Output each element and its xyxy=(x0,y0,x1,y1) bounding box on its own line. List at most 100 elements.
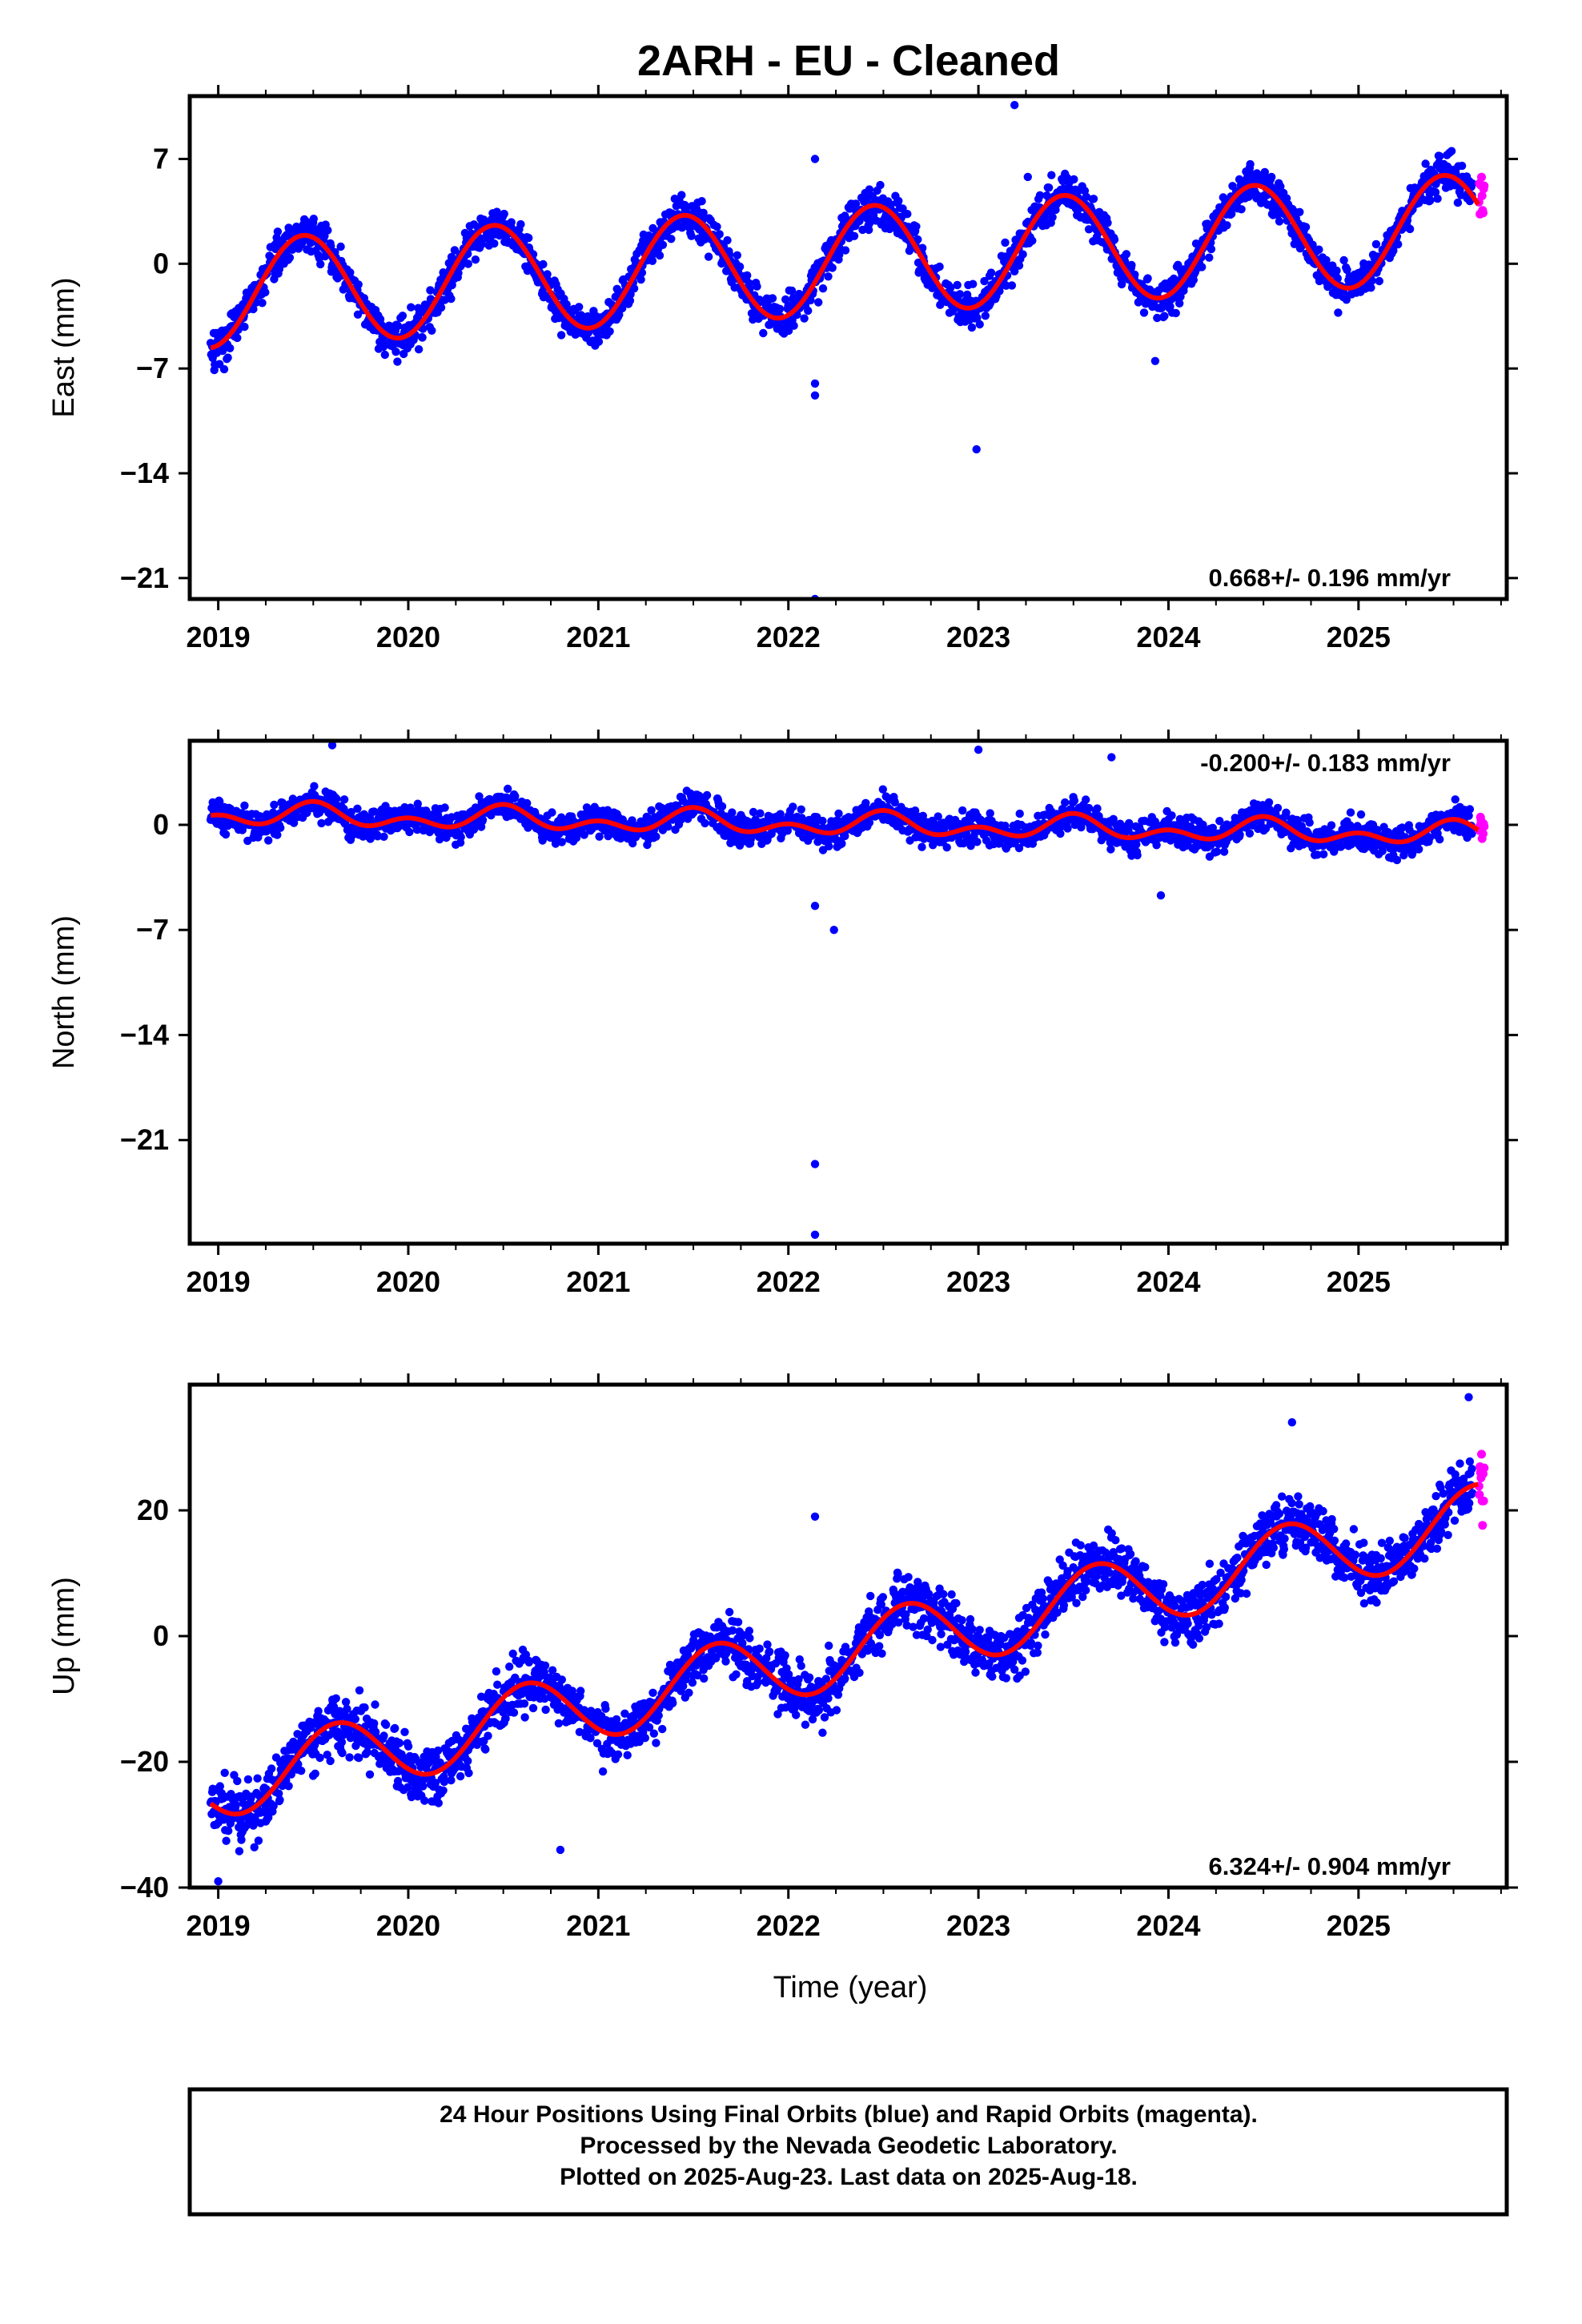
final-orbit-point xyxy=(759,328,768,338)
final-orbit-point xyxy=(221,830,231,839)
final-orbit-point xyxy=(231,1802,240,1811)
final-orbit-point xyxy=(973,313,982,323)
final-orbit-point xyxy=(1035,191,1045,200)
final-orbit-point xyxy=(1267,172,1276,182)
outlier-point xyxy=(327,741,337,750)
final-orbit-point xyxy=(407,303,416,312)
final-orbit-point xyxy=(418,333,427,342)
final-orbit-point xyxy=(648,256,657,265)
panel-east: 2019 2020 2021 2022 2023 2024 202570−7−14−21Ea… xyxy=(47,85,1518,653)
final-orbit-point xyxy=(702,790,712,800)
outlier-point xyxy=(829,926,838,935)
final-orbit-point xyxy=(309,215,318,223)
final-orbit-point xyxy=(1367,276,1376,285)
final-orbit-point xyxy=(1327,821,1336,830)
final-orbit-point xyxy=(447,294,456,304)
final-orbit-point xyxy=(787,286,797,296)
final-orbit-point xyxy=(861,798,870,807)
final-orbit-point xyxy=(1063,824,1072,833)
final-orbit-point xyxy=(894,196,903,206)
final-orbit-point xyxy=(594,337,604,346)
final-orbit-point xyxy=(903,210,912,219)
final-orbit-point xyxy=(523,798,532,808)
outlier-point xyxy=(810,1160,820,1168)
final-orbit-point xyxy=(1070,175,1078,184)
final-orbit-point xyxy=(220,1768,229,1777)
final-orbit-point xyxy=(1245,829,1255,838)
final-orbit-point xyxy=(219,364,229,374)
outlier-point xyxy=(972,444,981,454)
final-orbit-point xyxy=(1132,840,1141,849)
final-orbit-point xyxy=(604,831,612,841)
final-orbit-point xyxy=(323,226,332,235)
final-orbit-point xyxy=(1160,312,1169,320)
final-orbit-point xyxy=(1205,253,1214,262)
final-orbit-point xyxy=(768,294,777,303)
final-orbit-point xyxy=(1018,250,1027,259)
velocity-label: 0.668+/- 0.196 mm/yr xyxy=(1209,564,1451,592)
final-orbit-point xyxy=(942,843,951,852)
final-orbit-point xyxy=(1275,217,1284,226)
final-orbit-point xyxy=(704,252,713,261)
final-orbit-point xyxy=(215,797,224,806)
final-orbit-point xyxy=(673,801,682,810)
x-tick-label: 2022 xyxy=(757,621,821,653)
rapid-orbit-point xyxy=(1477,172,1486,182)
final-orbit-point xyxy=(276,823,285,832)
final-orbit-point xyxy=(735,262,745,271)
final-orbit-point xyxy=(776,810,785,818)
final-orbit-point xyxy=(715,230,724,239)
y-tick-label: −7 xyxy=(136,913,169,946)
final-orbit-point xyxy=(1464,811,1473,820)
final-orbit-point xyxy=(557,838,566,846)
final-orbit-point xyxy=(1468,179,1477,188)
final-orbit-point xyxy=(628,816,636,825)
final-orbit-point xyxy=(1125,818,1134,828)
final-orbit-point xyxy=(275,1795,284,1804)
final-orbit-point xyxy=(1435,151,1444,161)
final-orbit-point xyxy=(733,251,741,259)
final-orbit-point xyxy=(841,246,850,255)
final-orbit-point xyxy=(524,233,533,243)
final-orbit-point xyxy=(393,321,403,331)
final-orbit-point xyxy=(865,225,873,235)
final-orbit-point xyxy=(250,1843,259,1852)
final-orbit-point xyxy=(913,235,922,244)
final-orbit-point xyxy=(405,827,414,837)
final-orbit-point xyxy=(687,231,696,240)
final-orbit-point xyxy=(865,185,874,194)
final-orbit-point xyxy=(664,822,673,831)
final-orbit-point xyxy=(580,830,588,839)
final-orbit-point xyxy=(637,268,647,277)
model-fit-line xyxy=(210,173,1480,351)
final-orbit-point xyxy=(1044,183,1054,192)
final-orbit-point xyxy=(1133,850,1142,860)
outlier-point xyxy=(1023,172,1033,182)
final-orbit-point xyxy=(629,284,639,293)
y-tick-label: 7 xyxy=(153,143,169,175)
final-orbit-point xyxy=(912,222,921,231)
final-orbit-point xyxy=(1392,855,1402,865)
plot-frame xyxy=(187,94,1509,601)
final-orbit-point xyxy=(946,283,955,292)
outlier-point xyxy=(810,379,820,388)
final-orbit-point xyxy=(1322,255,1331,264)
final-orbit-point xyxy=(346,268,355,277)
final-orbit-point xyxy=(336,242,345,251)
final-orbit-point xyxy=(818,284,828,293)
final-orbit-point xyxy=(824,272,833,281)
final-orbit-point xyxy=(551,839,560,848)
x-tick-label: 2024 xyxy=(1136,1265,1200,1298)
final-orbit-point xyxy=(224,1827,233,1835)
final-orbit-point xyxy=(539,259,548,269)
final-orbit-point xyxy=(500,209,508,219)
final-orbit-point xyxy=(1089,195,1098,203)
final-orbit-point xyxy=(490,239,499,248)
final-orbit-point xyxy=(756,809,765,818)
final-orbit-point xyxy=(723,235,732,245)
final-orbit-point xyxy=(1171,308,1180,318)
final-orbit-point xyxy=(269,1801,278,1811)
final-orbit-point xyxy=(1375,276,1384,286)
final-orbit-point xyxy=(240,801,249,810)
panel-north: 2019 2020 2021 2022 2023 2024 20250−7−14−21Nor… xyxy=(47,730,1518,1298)
